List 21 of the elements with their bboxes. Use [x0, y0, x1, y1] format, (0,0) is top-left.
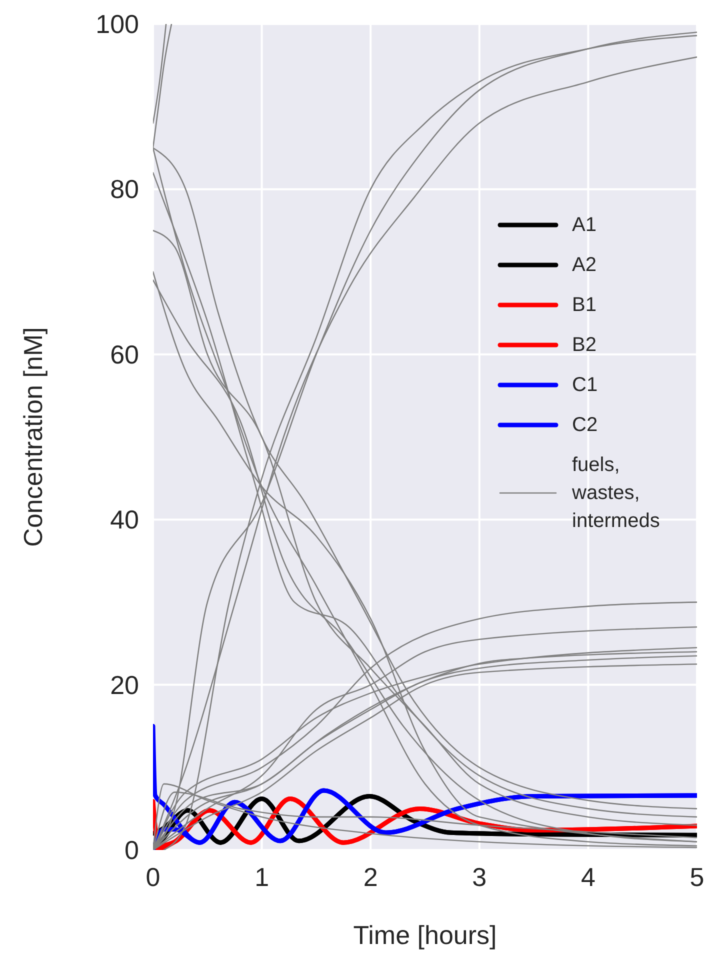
x-tick-label: 1 [254, 862, 270, 892]
x-tick-label: 4 [580, 862, 596, 892]
y-tick-label: 100 [96, 9, 139, 39]
x-axis-title: Time [hours] [353, 920, 497, 950]
x-tick-label: 5 [690, 862, 704, 892]
legend-label: A1 [572, 214, 596, 236]
x-tick-label: 2 [363, 862, 378, 892]
legend-label: A2 [572, 254, 596, 276]
y-tick-label: 80 [110, 174, 139, 204]
y-tick-label: 20 [110, 670, 139, 700]
y-tick-label: 0 [124, 835, 139, 865]
legend-label: C1 [572, 374, 598, 396]
legend-label: C2 [572, 414, 598, 436]
y-tick-label: 40 [110, 504, 139, 535]
x-tick-label: 0 [146, 862, 160, 892]
legend-label: B1 [572, 294, 596, 316]
legend-label: fuels, wastes, intermeds [571, 454, 660, 532]
x-tick-label: 3 [472, 862, 487, 892]
y-tick-label: 60 [110, 339, 139, 370]
y-axis-title: Concentration [nM] [18, 327, 48, 547]
legend-label: B2 [572, 334, 596, 356]
